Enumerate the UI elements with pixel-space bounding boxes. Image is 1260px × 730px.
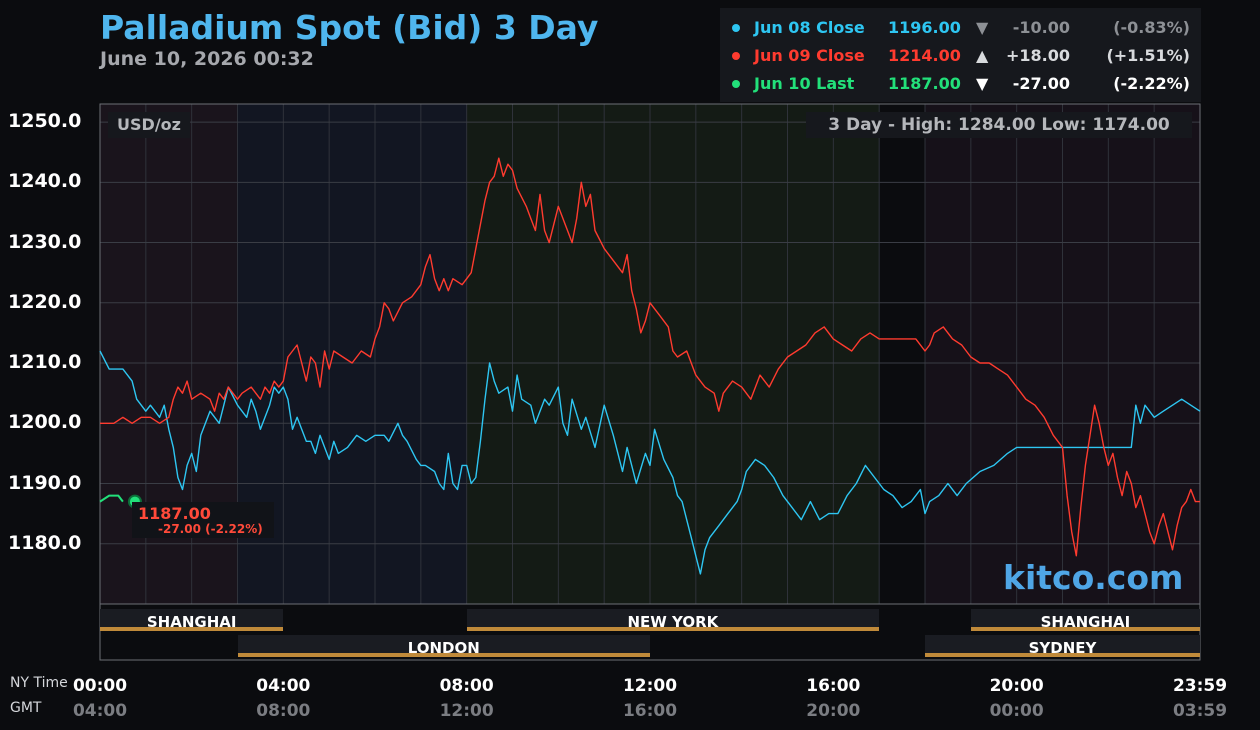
session-frame bbox=[99, 603, 1201, 661]
y-tick-label: 1230.0 bbox=[8, 230, 82, 253]
chart-title: Palladium Spot (Bid) 3 Day bbox=[100, 8, 599, 47]
legend-change: +18.00 bbox=[1005, 46, 1070, 65]
x-label-gmt: 04:00 bbox=[72, 701, 128, 721]
legend-label: Jun 08 Close bbox=[754, 18, 865, 37]
chart-datetime: June 10, 2026 00:32 bbox=[100, 48, 314, 70]
legend-percent: (-0.83%) bbox=[1113, 18, 1190, 37]
session-shanghai: SHANGHAI bbox=[970, 609, 1200, 631]
y-tick-label: 1210.0 bbox=[8, 351, 82, 374]
y-tick-label: 1190.0 bbox=[8, 471, 82, 494]
last-price-value: 1187.00 bbox=[138, 504, 211, 523]
y-tick-label: 1180.0 bbox=[8, 531, 82, 554]
last-price-change: -27.00 (-2.22%) bbox=[158, 522, 263, 536]
legend-row: Jun 08 Close 1196.00 ▼ -10.00 (-0.83%) bbox=[720, 14, 1201, 42]
legend-percent: (-2.22%) bbox=[1113, 74, 1190, 93]
session-shanghai: SHANGHAI bbox=[100, 609, 284, 631]
x-label-gmt: 03:59 bbox=[1172, 701, 1228, 721]
x-label-gmt: 00:00 bbox=[989, 701, 1044, 721]
legend: Jun 08 Close 1196.00 ▼ -10.00 (-0.83%) Jun 09… bbox=[720, 8, 1201, 102]
gmt-caption: GMT bbox=[10, 700, 42, 716]
x-label-ny: 08:00 bbox=[439, 676, 494, 696]
x-label-gmt: 20:00 bbox=[806, 701, 861, 721]
legend-label: Jun 10 Last bbox=[754, 74, 855, 93]
legend-value: 1214.00 bbox=[888, 46, 961, 65]
last-price-marker: 1187.00 -27.00 (-2.22%) bbox=[132, 502, 274, 538]
session-sydney: SYDNEY bbox=[925, 635, 1200, 657]
session-band-2 bbox=[466, 104, 880, 604]
series-line-jun-10-last bbox=[99, 494, 124, 503]
ny-time-caption: NY Time bbox=[10, 675, 68, 691]
legend-row: Jun 10 Last 1187.00 ▼ -27.00 (-2.22%) bbox=[720, 70, 1201, 98]
x-label-ny: 23:59 bbox=[1172, 676, 1228, 696]
session-new-york: NEW YORK bbox=[466, 609, 880, 631]
x-label-ny: 16:00 bbox=[806, 676, 861, 696]
session-london: LONDON bbox=[237, 635, 650, 657]
legend-arrow: ▲ bbox=[976, 46, 989, 65]
x-label-gmt: 12:00 bbox=[439, 701, 494, 721]
legend-arrow: ▼ bbox=[976, 74, 989, 93]
legend-dot bbox=[732, 24, 740, 32]
session-band-1 bbox=[237, 104, 467, 604]
legend-value: 1196.00 bbox=[888, 18, 961, 37]
legend-arrow: ▼ bbox=[976, 18, 989, 37]
unit-label: USD/oz bbox=[108, 112, 190, 138]
legend-dot bbox=[732, 80, 740, 88]
series-line-jun-08-close bbox=[99, 350, 1201, 575]
y-tick-label: 1200.0 bbox=[8, 411, 82, 434]
y-tick-label: 1240.0 bbox=[8, 170, 82, 193]
high-low-readout: 3 Day - High: 1284.00 Low: 1174.00 bbox=[806, 112, 1192, 138]
x-label-ny: 00:00 bbox=[72, 676, 128, 696]
legend-change: -27.00 bbox=[1012, 74, 1070, 93]
session-band-3 bbox=[879, 104, 925, 604]
legend-row: Jun 09 Close 1214.00 ▲ +18.00 (+1.51%) bbox=[720, 42, 1201, 70]
x-label-ny: 20:00 bbox=[989, 676, 1044, 696]
legend-dot bbox=[732, 52, 740, 60]
x-label-gmt: 16:00 bbox=[622, 701, 678, 721]
legend-change: -10.00 bbox=[1012, 18, 1070, 37]
legend-percent: (+1.51%) bbox=[1106, 46, 1190, 65]
y-tick-label: 1220.0 bbox=[8, 290, 82, 313]
legend-label: Jun 09 Close bbox=[754, 46, 865, 65]
x-label-ny: 04:00 bbox=[256, 676, 311, 696]
legend-value: 1187.00 bbox=[888, 74, 961, 93]
y-tick-label: 1250.0 bbox=[8, 110, 82, 133]
brand-watermark: kitco.com bbox=[1003, 558, 1184, 597]
x-label-gmt: 08:00 bbox=[256, 701, 311, 721]
x-label-ny: 12:00 bbox=[622, 676, 678, 696]
series-line-jun-09-close bbox=[100, 157, 1200, 557]
